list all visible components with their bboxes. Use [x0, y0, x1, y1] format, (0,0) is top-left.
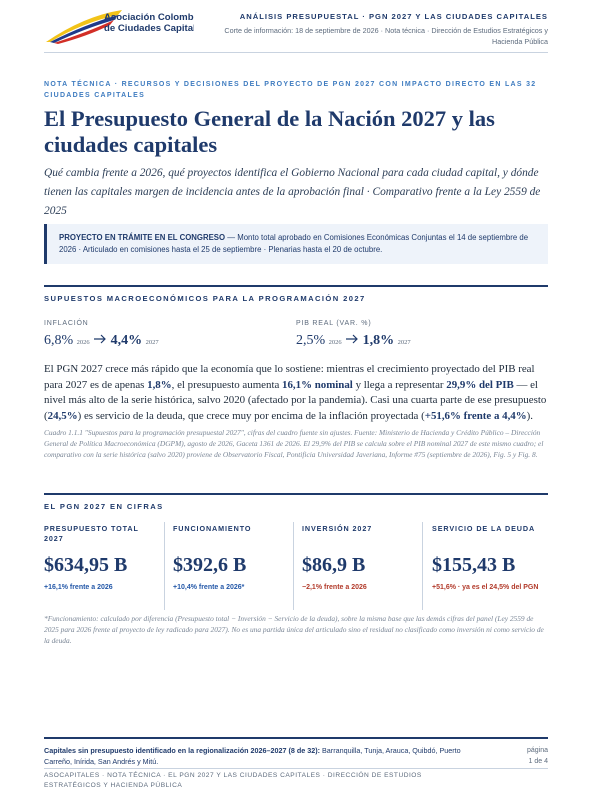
- stat-change: +51,6% · ya es el 24,5% del PGN: [432, 584, 539, 591]
- text-run: El PGN 2027 crece más rápido que la econ…: [44, 363, 535, 391]
- text-run: ).: [526, 409, 533, 422]
- text-run: y llega a representar: [352, 378, 447, 391]
- org-name: de Ciudades Capitales: [104, 23, 194, 34]
- section-heading: EL PGN 2027 EN CIFRAS: [44, 502, 164, 511]
- indicator-year: 2027: [145, 339, 159, 346]
- callout-lead: PROYECTO EN TRÁMITE EN EL CONGRESO: [59, 233, 226, 242]
- page-label: página: [526, 747, 548, 754]
- stat-value: $392,6 B: [173, 554, 247, 576]
- page-count: 1 de 4: [528, 757, 548, 765]
- callout: PROYECTO EN TRÁMITE EN EL CONGRESO — Mon…: [44, 224, 548, 264]
- indicator-from: 2,5%: [296, 333, 326, 348]
- stat-change: +10,4% frente a 2026*: [173, 584, 245, 591]
- stat-change: −2,1% frente a 2026: [302, 584, 367, 591]
- indicator-year: 2027: [397, 339, 411, 346]
- page-number: página 1 de 4: [527, 746, 548, 767]
- stat-value: $155,43 B: [432, 554, 516, 576]
- text-run: , el presupuesto aumenta: [171, 378, 283, 391]
- divider: [293, 522, 294, 610]
- running-footer: ASOCAPITALES · NOTA TÉCNICA · EL PGN 202…: [44, 772, 422, 789]
- indicator: PIB REAL (VAR. %) 2,5% 2026 1,8% 2027: [296, 320, 411, 349]
- stat-card: SERVICIO DE LA DEUDA $155,43 B +51,6% · ya…: [432, 524, 550, 608]
- indicator-to: 4,4%: [110, 333, 143, 348]
- indicator-from: 6,8%: [44, 333, 74, 348]
- footer-lead: Capitales sin presupuesto identificado e…: [44, 746, 321, 755]
- callout-text: — Monto total aprobado en Comisiones Eco…: [59, 233, 529, 254]
- rule: [44, 493, 548, 495]
- footer-text: Barranquilla, Tunja, Arauca, Quibdó, Pue…: [44, 746, 461, 766]
- stat-card: PRESUPUESTO TOTAL 2027 $634,95 B +16,1% fr…: [44, 524, 170, 608]
- indicator-label: INFLACIÓN: [44, 320, 89, 327]
- logo: Asociación Colombiana de Ciudades Capita…: [46, 10, 194, 44]
- indicator-year: 2026: [76, 339, 90, 346]
- text-run: +51,6% frente a 4,4%: [424, 409, 527, 422]
- stat-card: FUNCIONAMIENTO $392,6 B +10,4% frente a 20…: [173, 524, 299, 608]
- stat-value: $634,95 B: [44, 554, 128, 576]
- header-meta: Corte de información: 18 de septiembre d…: [224, 26, 548, 46]
- indicator-label: PIB REAL (VAR. %): [296, 320, 372, 327]
- divider: [44, 768, 548, 769]
- stat-change: +16,1% frente a 2026: [44, 584, 113, 591]
- stat-card: INVERSIÓN 2027 $86,9 B −2,1% frente a 2026: [302, 524, 428, 608]
- paragraph: El PGN 2027 crece más rápido que la econ…: [44, 362, 548, 424]
- header-info: ANÁLISIS PRESUPUESTAL · PGN 2027 Y LAS C…: [208, 12, 548, 47]
- stat-label: FUNCIONAMIENTO: [173, 524, 252, 533]
- text-run: 24,5%: [47, 409, 78, 422]
- text-run: — el nivel más alto de la serie históric…: [44, 378, 547, 422]
- divider: [164, 522, 165, 610]
- footer-note: Capitales sin presupuesto identificado e…: [44, 746, 474, 767]
- text-run: ) es servicio de la deuda, que crece muy…: [77, 409, 425, 422]
- text-run: 16,1% nominal: [282, 378, 353, 391]
- text-run: 1,8%: [147, 378, 172, 391]
- arrow: [94, 334, 107, 344]
- text-run: 29,9% del PIB: [446, 378, 514, 391]
- source-note: Cuadro 1.1.1 "Supuestos para la programa…: [44, 428, 544, 459]
- stat-label: SERVICIO DE LA DEUDA: [432, 524, 536, 533]
- stat-value: $86,9 B: [302, 554, 366, 576]
- kicker: NOTA TÉCNICA · RECURSOS Y DECISIONES DEL…: [44, 81, 537, 99]
- title: El Presupuesto General de la Nación 2027…: [44, 106, 495, 157]
- arrow: [346, 334, 359, 344]
- org-name: Asociación Colombiana: [104, 12, 194, 23]
- header-section: ANÁLISIS PRESUPUESTAL · PGN 2027 Y LAS C…: [239, 12, 548, 21]
- divider: [422, 522, 423, 610]
- footnote: *Funcionamiento: calculado por diferenci…: [44, 614, 544, 645]
- divider: [44, 52, 548, 53]
- stat-label: INVERSIÓN 2027: [302, 524, 373, 533]
- indicator-year: 2026: [328, 339, 342, 346]
- indicator-to: 1,8%: [362, 333, 395, 348]
- rule: [44, 285, 548, 287]
- section-heading: SUPUESTOS MACROECONÓMICOS PARA LA PROGRA…: [44, 294, 366, 303]
- stat-label: PRESUPUESTO TOTAL 2027: [44, 524, 139, 543]
- subtitle: Qué cambia frente a 2026, qué proyectos …: [44, 167, 541, 217]
- indicator: INFLACIÓN 6,8% 2026 4,4% 2027: [44, 320, 159, 349]
- rule: [44, 737, 548, 739]
